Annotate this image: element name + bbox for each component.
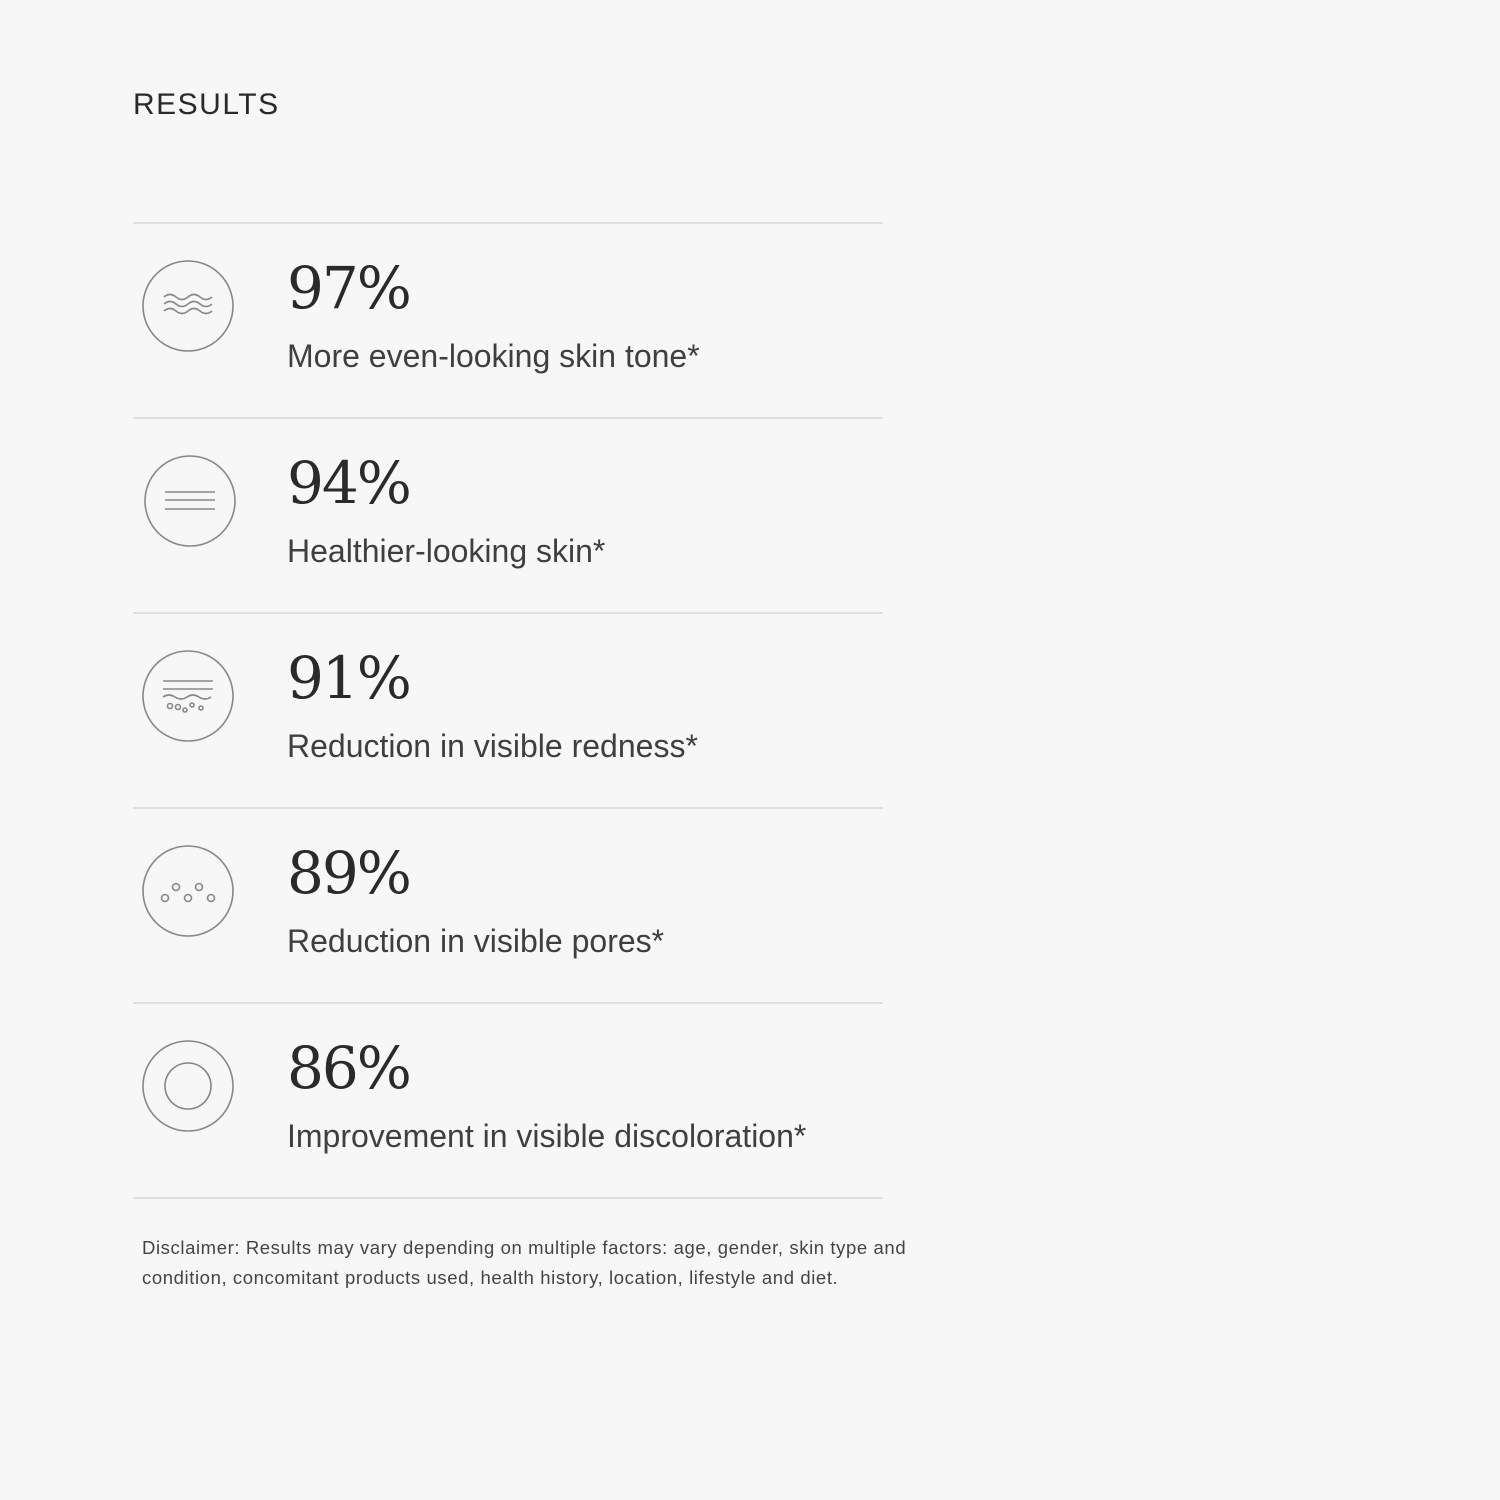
section-title: RESULTS (133, 88, 280, 121)
lines-icon (144, 455, 236, 547)
result-label: Improvement in visible discoloration* (287, 1118, 807, 1154)
waves-icon (142, 260, 234, 352)
skin-layers-icon (142, 650, 234, 742)
result-label: More even-looking skin tone* (287, 338, 700, 374)
result-label: Reduction in visible pores* (287, 923, 665, 959)
result-percentage: 91% (287, 644, 412, 712)
pores-icon (142, 845, 234, 937)
disclaimer: Disclaimer: Results may vary depending o… (142, 1237, 907, 1288)
result-row: 94% Healthier-looking skin* (133, 419, 883, 614)
result-row: 86% Improvement in visible discoloration… (133, 1004, 883, 1199)
result-percentage: 89% (287, 839, 412, 907)
results-list: 97% More even-looking skin tone* 94% Hea… (133, 222, 883, 1199)
target-circle-icon (142, 1040, 234, 1132)
result-label: Healthier-looking skin* (287, 533, 606, 569)
result-percentage: 97% (287, 254, 412, 322)
result-percentage: 94% (287, 449, 412, 517)
result-row: 89% Reduction in visible pores* (133, 809, 883, 1004)
result-label: Reduction in visible redness* (287, 728, 698, 764)
result-row: 91% Reduction in visible redness* (133, 614, 883, 809)
result-percentage: 86% (287, 1034, 412, 1102)
result-row: 97% More even-looking skin tone* (133, 224, 883, 419)
